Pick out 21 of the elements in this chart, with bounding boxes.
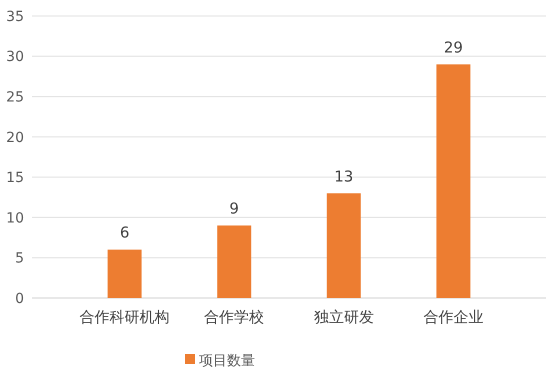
legend-label: 项目数量 (199, 352, 255, 369)
y-tick-label: 15 (6, 170, 24, 186)
bar (217, 225, 252, 298)
bar (326, 193, 361, 298)
data-label: 6 (120, 224, 130, 242)
y-tick-label: 30 (6, 49, 24, 66)
y-tick-label: 35 (6, 8, 24, 25)
data-label: 9 (229, 199, 239, 218)
data-label: 29 (444, 38, 463, 56)
y-tick-label: 20 (6, 130, 24, 146)
y-tick-label: 5 (15, 250, 24, 267)
x-tick-label: 合作学校 (204, 308, 264, 326)
bar (108, 250, 142, 298)
y-tick-label: 10 (6, 210, 24, 226)
y-tick-label: 0 (15, 290, 24, 307)
x-tick-label: 合作企业 (423, 308, 484, 326)
bar (436, 64, 470, 298)
data-label: 13 (334, 167, 354, 186)
y-tick-label: 25 (6, 89, 24, 106)
x-tick-label: 合作科研机构 (80, 308, 170, 326)
x-tick-label: 独立研发 (314, 308, 374, 326)
